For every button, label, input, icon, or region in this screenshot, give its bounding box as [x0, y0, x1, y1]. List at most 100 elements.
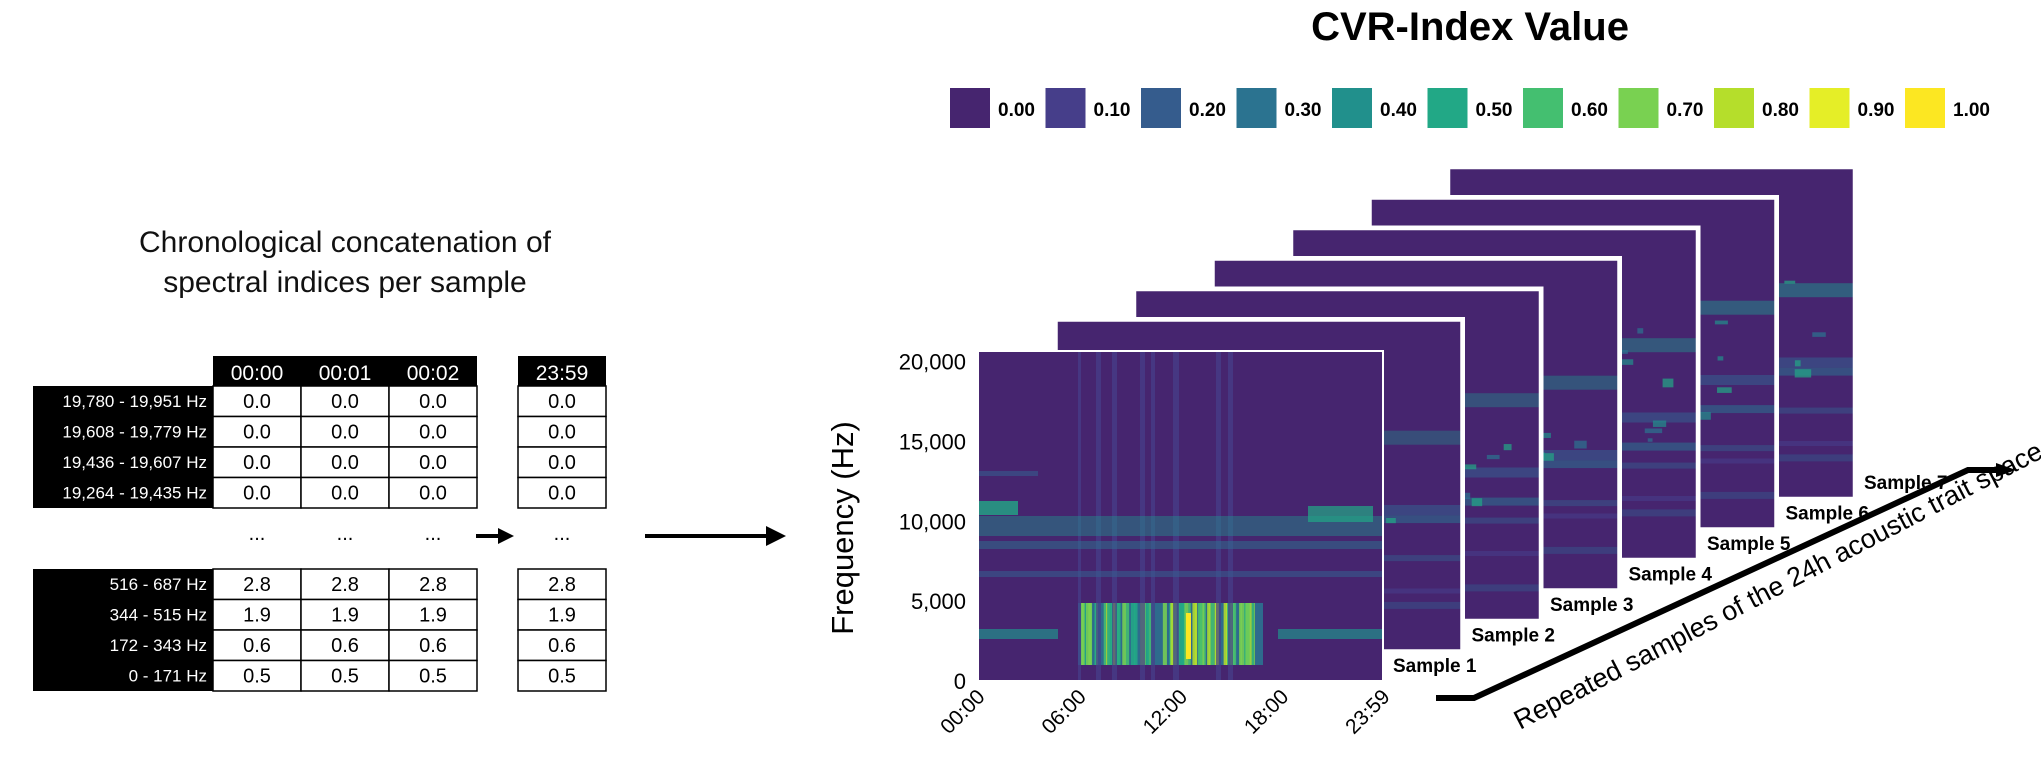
table-cell — [517, 476, 607, 509]
cell-value: 1.9 — [548, 605, 576, 627]
table-cell — [388, 568, 478, 601]
legend-swatch — [1523, 88, 1563, 128]
table-cell — [300, 629, 390, 662]
spectral-band — [978, 516, 1383, 536]
spectral-column — [1094, 603, 1097, 665]
legend-swatch — [1045, 88, 1086, 128]
spectral-blob — [1503, 444, 1512, 451]
table-cell — [388, 476, 478, 509]
y-axis-label: Frequency (Hz) — [825, 421, 860, 635]
spectral-blob — [1386, 517, 1396, 524]
spectral-band — [978, 629, 1058, 639]
spectral-column — [1207, 603, 1211, 665]
spectrogram-stack: Sample 1 Sample 2 Sample 3 Sample 4 Sample 5… — [977, 164, 1947, 682]
spectral-column — [1085, 603, 1092, 665]
cell-value: 0.0 — [331, 391, 359, 413]
spectral-blob — [1794, 360, 1801, 367]
y-tick-label: 10,000 — [899, 509, 966, 534]
frequency-band-label: 172 - 343 Hz — [110, 636, 207, 655]
table-cell — [300, 598, 390, 631]
frequency-label-block — [33, 569, 213, 691]
table-cell — [212, 659, 302, 692]
x-tick-label: 12:00 — [1139, 685, 1192, 738]
panel-title-line2: spectral indices per sample — [163, 266, 527, 299]
table-cell — [300, 476, 390, 509]
spectral-blob — [1486, 454, 1500, 460]
cell-value: 0.0 — [419, 452, 447, 474]
spectrogram-panel-front — [977, 350, 1384, 682]
cell-value: 0.0 — [331, 422, 359, 444]
spectral-column — [1124, 603, 1130, 665]
spectral-column — [1170, 603, 1175, 665]
spectral-streak — [1228, 351, 1233, 681]
cell-value: 0.0 — [243, 452, 271, 474]
spectral-band — [1278, 629, 1383, 639]
spectral-streak — [1078, 351, 1081, 681]
spectral-column — [1192, 603, 1198, 665]
cell-value: 0.0 — [419, 483, 447, 505]
x-tick-label: 06:00 — [1037, 685, 1090, 738]
table-cell — [388, 598, 478, 631]
legend-label: 0.90 — [1858, 100, 1895, 121]
transform-arrow-icon — [645, 526, 786, 546]
cell-value: 0.0 — [419, 422, 447, 444]
spectral-band — [978, 571, 1383, 577]
table-cell — [388, 446, 478, 479]
last-time-header: 23:59 — [536, 362, 589, 385]
spectral-column — [1088, 603, 1093, 665]
table-cell — [517, 446, 607, 479]
time-header-cell — [389, 356, 477, 386]
legend-swatch — [1618, 88, 1659, 128]
legend-label: 0.40 — [1380, 100, 1417, 121]
legend-label: 0.10 — [1094, 100, 1131, 121]
ellipsis: ... — [554, 523, 571, 545]
cell-value: 0.0 — [331, 452, 359, 474]
legend-swatch — [1332, 88, 1372, 128]
spectral-blob — [1717, 356, 1724, 361]
spectral-blob — [1652, 420, 1667, 427]
legend-swatch — [1141, 88, 1181, 128]
cell-value: 2.8 — [548, 574, 576, 596]
frequency-band-label: 516 - 687 Hz — [110, 575, 207, 594]
spectral-column — [1208, 603, 1215, 665]
table-cell — [212, 476, 302, 509]
time-header: 00:00 — [231, 362, 284, 385]
spectral-column — [1178, 603, 1185, 665]
color-legend: CVR-Index Value 0.00 0.10 0.20 0.30 0.40 0.50… — [950, 5, 1990, 128]
x-tick-label: 23:59 — [1341, 685, 1394, 738]
y-tick-label: 0 — [954, 669, 966, 694]
spectral-streak — [1096, 351, 1101, 681]
spectral-streak — [1173, 351, 1179, 681]
spectral-blob — [1812, 332, 1826, 337]
ellipsis: ... — [249, 523, 266, 545]
frequency-band-label: 19,436 - 19,607 Hz — [62, 453, 207, 472]
cell-value: 0.0 — [243, 483, 271, 505]
sample-label: Sample 5 — [1707, 534, 1791, 555]
legend-swatch — [1427, 88, 1468, 128]
legend-items: 0.00 0.10 0.20 0.30 0.40 0.50 0.60 0.70 0.80 0.90… — [950, 88, 1990, 128]
legend-label: 0.70 — [1667, 100, 1704, 121]
legend-title: CVR-Index Value — [1311, 5, 1629, 49]
spectral-column — [1130, 603, 1136, 665]
spectral-column — [1197, 603, 1203, 665]
cell-value: 1.9 — [243, 605, 271, 627]
ellipsis: ... — [425, 523, 442, 545]
cell-value: 0.6 — [331, 635, 359, 657]
x-tick-label: 18:00 — [1240, 685, 1293, 738]
spectral-column — [1245, 603, 1251, 665]
frequency-band-label: 344 - 515 Hz — [110, 606, 207, 625]
time-header-cell — [213, 356, 301, 386]
cell-value: 0.5 — [419, 666, 447, 688]
legend-label: 0.80 — [1762, 100, 1799, 121]
table-cell — [388, 659, 478, 692]
spectral-blob — [1794, 369, 1812, 378]
spectral-column — [1122, 603, 1126, 665]
ellipsis: ... — [337, 523, 354, 545]
cell-value: 0.0 — [548, 422, 576, 444]
cell-value: 0.5 — [548, 666, 576, 688]
cell-value: 2.8 — [243, 574, 271, 596]
sample-label: Sample 4 — [1629, 565, 1713, 586]
spectral-streak — [1112, 351, 1117, 681]
time-header: 00:02 — [407, 362, 460, 385]
